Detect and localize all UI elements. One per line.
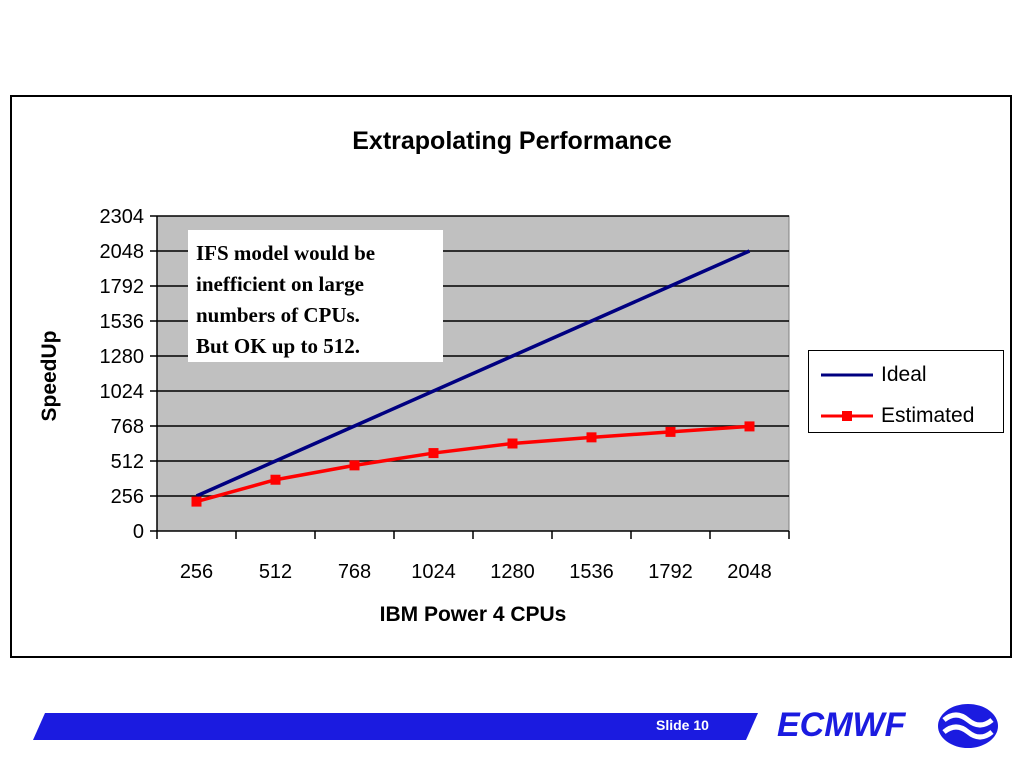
- data-point-estimated: [744, 421, 755, 432]
- x-tick-label: 1280: [490, 561, 535, 583]
- x-axis-title: IBM Power 4 CPUs: [379, 603, 567, 626]
- legend-swatch-estimated: [819, 402, 875, 430]
- y-tick-label: 1280: [100, 346, 145, 368]
- y-tick-label: 256: [111, 486, 144, 508]
- y-tick-label: 2304: [100, 206, 145, 228]
- ecmwf-logo-icon: [938, 704, 998, 748]
- y-tick-label: 512: [111, 451, 144, 473]
- data-point-estimated: [349, 460, 360, 471]
- annotation-line: numbers of CPUs.: [196, 303, 360, 327]
- footer-bar: [33, 713, 758, 740]
- data-point-estimated: [270, 474, 281, 485]
- x-tick-label: 512: [259, 561, 292, 583]
- series-line-ideal: [195, 249, 751, 498]
- y-tick-label: 0: [133, 521, 144, 543]
- y-tick-label: 1792: [100, 276, 145, 298]
- y-tick-label: 1536: [100, 311, 145, 333]
- data-point-estimated: [428, 448, 439, 459]
- annotation-line: But OK up to 512.: [196, 334, 360, 358]
- legend-item-ideal: Ideal: [819, 361, 927, 389]
- x-tick-label: 768: [338, 561, 371, 583]
- y-tick-label: 2048: [100, 241, 145, 263]
- data-point-estimated: [507, 438, 518, 449]
- x-tick-label: 2048: [727, 561, 772, 583]
- legend-label-ideal: Ideal: [881, 363, 927, 386]
- legend-label-estimated: Estimated: [881, 404, 975, 427]
- x-tick-label: 256: [180, 561, 213, 583]
- x-tick-label: 1024: [411, 561, 456, 583]
- annotation-line: IFS model would be: [196, 241, 376, 265]
- chart-title: Extrapolating Performance: [352, 127, 672, 155]
- x-tick-label: 1792: [648, 561, 693, 583]
- annotation-box: IFS model would be inefficient on large …: [188, 230, 443, 362]
- data-point-estimated: [191, 496, 202, 507]
- annotation-line: inefficient on large: [196, 272, 364, 296]
- x-tick-label: 1536: [569, 561, 614, 583]
- y-axis-title: SpeedUp: [38, 330, 61, 422]
- legend-item-estimated: Estimated: [819, 402, 974, 430]
- legend: Ideal Estimated: [808, 350, 1004, 433]
- data-point-estimated: [665, 426, 676, 437]
- y-tick-label: 768: [111, 416, 144, 438]
- series-line-estimated: [196, 424, 750, 504]
- legend-swatch-ideal: [819, 361, 875, 389]
- y-tick-label: 1024: [100, 381, 145, 403]
- slide-number: Slide 10: [656, 717, 709, 733]
- data-point-estimated: [586, 432, 597, 443]
- brand-name: ECMWF: [777, 706, 906, 744]
